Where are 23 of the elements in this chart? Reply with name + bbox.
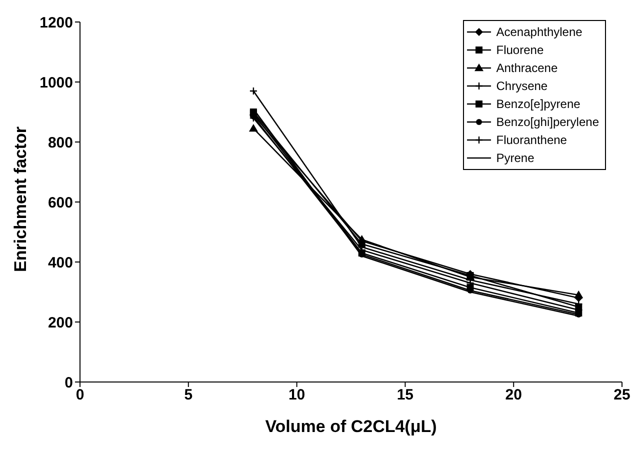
y-axis-title: Enrichment factor: [11, 126, 30, 272]
x-axis-title: Volume of C2CL4(μL): [265, 417, 437, 436]
legend-label: Acenaphthylene: [496, 24, 582, 41]
legend-label: Benzo[ghi]perylene: [496, 114, 599, 131]
y-tick-label: 1000: [40, 74, 73, 92]
legend-label: Anthracene: [496, 60, 558, 77]
x-tick-label: 0: [76, 386, 84, 404]
x-tick-label: 25: [614, 386, 630, 404]
legend-label: Benzo[e]pyrene: [496, 96, 580, 113]
x-tick-label: 15: [396, 386, 414, 404]
legend-label: Chrysene: [496, 78, 548, 95]
legend-label: Fluorene: [496, 42, 544, 59]
y-tick-label: 200: [48, 314, 73, 332]
x-tick-label: 5: [184, 386, 193, 404]
y-tick-label: 800: [48, 134, 73, 152]
y-tick-label: 1200: [40, 14, 73, 32]
y-tick-label: 0: [64, 374, 73, 392]
x-tick-label: 10: [288, 386, 306, 404]
legend-label: Fluoranthene: [496, 132, 567, 149]
x-tick-label: 20: [505, 386, 522, 404]
y-tick-label: 400: [48, 254, 73, 272]
legend-label: Pyrene: [496, 150, 534, 167]
y-tick-label: 600: [48, 194, 73, 212]
